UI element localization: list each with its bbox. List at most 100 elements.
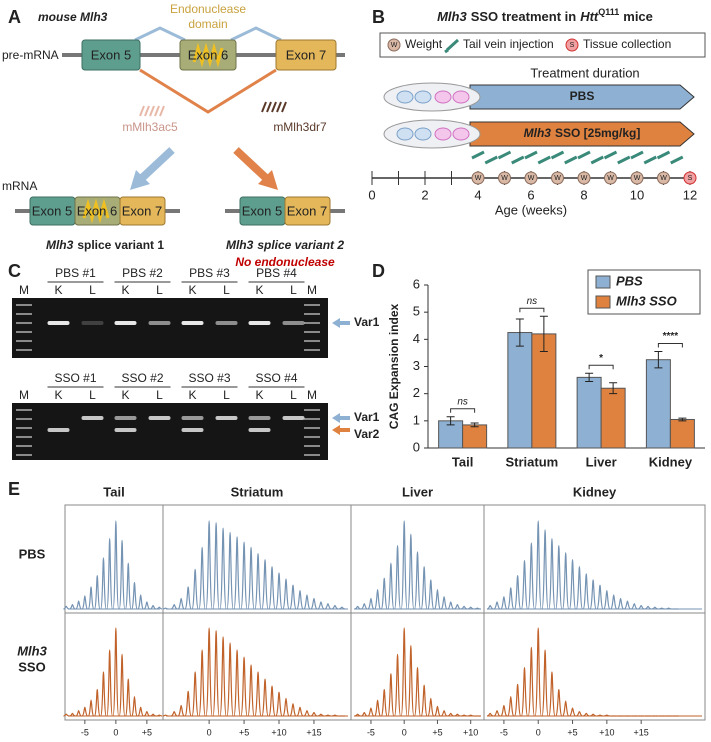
exon-label: Exon 7 [286, 47, 326, 62]
y-axis-label: CAG Expansion index [387, 303, 401, 429]
injection-marker [670, 155, 684, 165]
weight-marker-label: W [634, 175, 641, 182]
legend-icon [565, 38, 579, 52]
peak [603, 714, 610, 717]
peak [555, 688, 563, 717]
weight-marker-label: W [501, 175, 508, 182]
y-tick-label: 5 [413, 304, 420, 319]
peak [631, 603, 638, 610]
peak [548, 537, 556, 610]
ladder-band [16, 322, 32, 324]
lane-label: K [188, 388, 196, 402]
peak [624, 600, 631, 610]
y-tick-label: 0 [413, 439, 420, 454]
weight-marker-label: W [660, 175, 667, 182]
ladder-band [16, 340, 32, 342]
peak [156, 714, 163, 717]
x-tick-label: 4 [474, 187, 481, 202]
mice-icons [396, 90, 470, 141]
gel-band [181, 428, 204, 432]
group-label: PBS #2 [122, 266, 163, 280]
lane-label: M [307, 283, 317, 297]
peak [583, 712, 590, 717]
peak [374, 699, 382, 717]
mice-group [383, 82, 481, 112]
exon-label: Exon 6 [188, 47, 228, 62]
injection-marker [471, 150, 485, 160]
ladder-band [16, 445, 32, 447]
y-tick-label: 4 [413, 331, 420, 346]
peak [268, 685, 276, 717]
significance-bracket [519, 307, 545, 313]
peak [374, 589, 382, 610]
y-tick-label: 6 [413, 276, 420, 291]
x-tick-label: Tail [452, 454, 473, 469]
peak [143, 710, 150, 717]
group-label: PBS #1 [55, 266, 96, 280]
domain-pattern [82, 198, 110, 224]
gel-band [181, 416, 204, 420]
ladder-band [16, 436, 32, 438]
significance-bracket [657, 343, 683, 348]
variant-label: Mlh3 splice variant 2 [226, 238, 344, 252]
peak [644, 605, 652, 610]
weight-marker [604, 171, 617, 185]
gel [12, 298, 328, 358]
group-label: Mlh3 SSO [25mg/kg] [524, 126, 641, 140]
peak [447, 712, 454, 717]
gel-band [248, 416, 271, 420]
peak [63, 605, 70, 610]
peak [568, 559, 577, 610]
peak [596, 584, 604, 610]
ladder-band [16, 304, 32, 306]
peak [131, 696, 138, 717]
peak [81, 595, 89, 610]
weight-marker-label: W [475, 175, 482, 182]
lane-label: L [89, 388, 96, 402]
peak [170, 603, 178, 610]
x-tick-label: 2 [421, 187, 428, 202]
peak [420, 684, 428, 717]
arrow-head [258, 170, 278, 190]
peak [184, 690, 192, 717]
peak [170, 710, 178, 717]
peak [87, 586, 95, 610]
domain-label: Endonuclease [170, 2, 246, 16]
weight-marker [630, 171, 644, 185]
ladder-band [16, 418, 32, 420]
weight-marker-label: W [581, 175, 588, 182]
column-title: Tail [103, 484, 124, 499]
peak [81, 706, 88, 717]
arrow [139, 147, 175, 181]
mrna-label: mRNA [2, 179, 37, 193]
peak [69, 603, 76, 610]
ladder-band [16, 313, 32, 315]
row-label: Mlh3 [17, 643, 47, 658]
peak [184, 586, 192, 610]
splice-line [139, 68, 277, 114]
injection-marker [564, 155, 578, 165]
peak [460, 605, 468, 610]
peak [569, 707, 576, 717]
bar [645, 359, 671, 449]
injection-marker [617, 155, 631, 165]
peak [507, 587, 515, 610]
lane-label: K [121, 283, 129, 297]
peak [393, 653, 402, 717]
exon [119, 196, 166, 226]
peak [137, 594, 145, 610]
sso-icon [261, 101, 287, 113]
peak [198, 649, 206, 717]
x-tick-label: 0 [207, 727, 212, 737]
lane-label: L [156, 283, 163, 297]
peak [589, 713, 597, 717]
peak [407, 533, 415, 610]
ladder-band [304, 427, 320, 429]
injection-marker [524, 150, 538, 160]
panel-title: Mlh3 SSO treatment in HttQ111 mice [437, 7, 653, 24]
peak [303, 594, 311, 610]
domain-pattern [192, 42, 224, 68]
ladder-band [304, 409, 320, 411]
peak [407, 644, 415, 717]
ladder-band [16, 349, 32, 351]
